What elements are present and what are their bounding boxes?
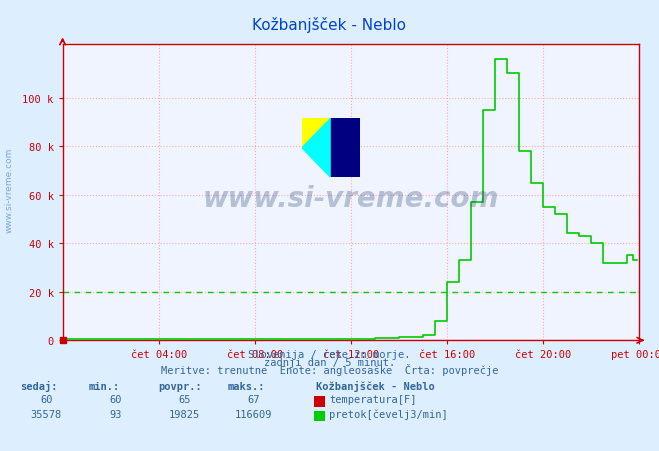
Text: 116609: 116609 [235, 409, 272, 419]
Text: pretok[čevelj3/min]: pretok[čevelj3/min] [330, 408, 448, 419]
Text: Kožbanjšček - Neblo: Kožbanjšček - Neblo [316, 380, 435, 391]
Text: Meritve: trenutne  Enote: angleosaške  Črta: povprečje: Meritve: trenutne Enote: angleosaške Črt… [161, 364, 498, 375]
Text: temperatura[F]: temperatura[F] [330, 394, 417, 404]
Text: povpr.:: povpr.: [158, 381, 202, 391]
Polygon shape [331, 119, 360, 178]
Text: zadnji dan / 5 minut.: zadnji dan / 5 minut. [264, 357, 395, 367]
Text: 65: 65 [179, 394, 190, 404]
Text: Kožbanjšček - Neblo: Kožbanjšček - Neblo [252, 17, 407, 33]
Text: Slovenija / reke in morje.: Slovenija / reke in morje. [248, 349, 411, 359]
Text: sedaj:: sedaj: [20, 380, 57, 391]
Text: 67: 67 [248, 394, 260, 404]
Text: min.:: min.: [89, 381, 120, 391]
Text: 60: 60 [40, 394, 52, 404]
Text: maks.:: maks.: [227, 381, 265, 391]
Polygon shape [302, 119, 331, 178]
Polygon shape [302, 119, 331, 148]
Text: www.si-vreme.com: www.si-vreme.com [5, 147, 14, 232]
Text: 35578: 35578 [30, 409, 62, 419]
Text: www.si-vreme.com: www.si-vreme.com [203, 185, 499, 213]
Text: 19825: 19825 [169, 409, 200, 419]
Text: 93: 93 [109, 409, 121, 419]
Text: 60: 60 [109, 394, 121, 404]
